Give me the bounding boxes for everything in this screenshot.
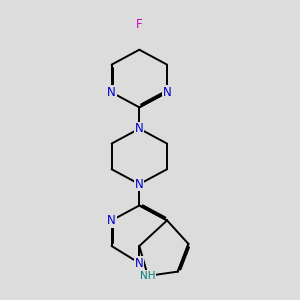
Text: N: N [135,122,144,135]
Text: N: N [135,178,144,190]
Text: F: F [136,18,142,31]
Text: N: N [107,214,116,227]
Text: N: N [163,86,171,99]
Text: NH: NH [140,271,156,281]
Text: N: N [135,256,144,270]
Text: N: N [107,86,116,99]
